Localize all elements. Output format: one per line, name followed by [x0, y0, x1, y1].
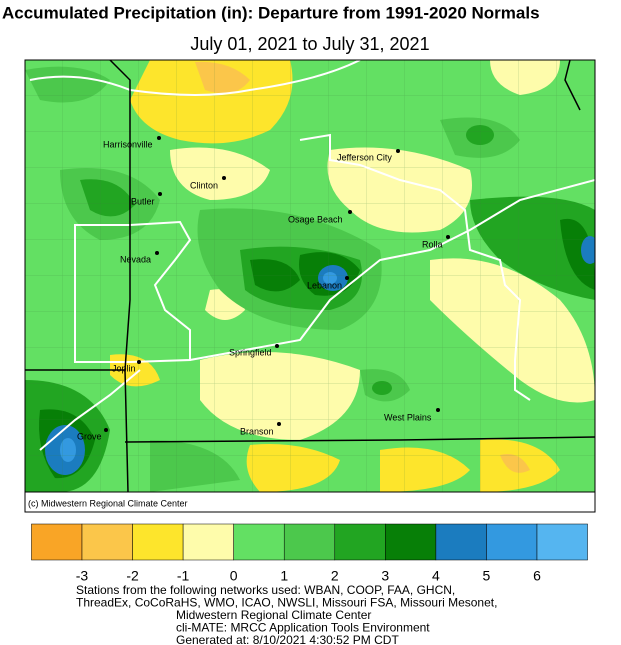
- city-label: Butler: [131, 196, 155, 206]
- legend-tick-label: -2: [126, 568, 139, 584]
- footer-line: Midwestern Regional Climate Center: [176, 608, 371, 622]
- footer-line: Stations from the following networks use…: [76, 583, 455, 597]
- city-label: Osage Beach: [288, 214, 343, 224]
- footer-line: cli-MATE: MRCC Application Tools Environ…: [176, 621, 430, 635]
- legend-tick-label: -1: [177, 568, 190, 584]
- city-label: Jefferson City: [337, 152, 392, 162]
- subtitle: July 01, 2021 to July 31, 2021: [190, 34, 429, 54]
- legend: -3 -2 -1 0 1 2 3 4 5 6: [31, 523, 588, 584]
- city-dots: [104, 136, 450, 432]
- city-label: Grove: [77, 431, 102, 441]
- legend-tick-label: 1: [280, 568, 288, 584]
- legend-swatch: [385, 523, 437, 561]
- legend-swatch: [283, 523, 336, 561]
- legend-swatch: [536, 523, 588, 561]
- city-label: Springfield: [229, 347, 272, 357]
- footer: Stations from the following networks use…: [76, 583, 497, 645]
- city-label: West Plains: [384, 412, 432, 422]
- legend-tick-label: 2: [331, 568, 339, 584]
- legend-swatch: [435, 523, 487, 561]
- legend-tick-label: 6: [533, 568, 541, 584]
- legend-swatch: [334, 523, 386, 561]
- city-label: Branson: [240, 426, 274, 436]
- city-label: Nevada: [120, 254, 151, 264]
- footer-line: Generated at: 8/10/2021 4:30:52 PM CDT: [176, 633, 399, 645]
- legend-swatch: [31, 523, 83, 561]
- legend-tick-label: 0: [230, 568, 238, 584]
- legend-tick-label: -3: [76, 568, 89, 584]
- legend-swatch: [132, 523, 184, 561]
- legend-tick-label: 5: [483, 568, 491, 584]
- legend-swatch: [486, 523, 538, 561]
- city-label: Lebanon: [307, 280, 342, 290]
- legend-tick-label: 4: [432, 568, 440, 584]
- footer-line: ThreadEx, CoCoRaHS, WMO, ICAO, NWSLI, Mi…: [76, 596, 497, 610]
- city-label: Clinton: [190, 180, 218, 190]
- city-label: Rolla: [422, 239, 443, 249]
- legend-swatch: [233, 523, 285, 561]
- title: Accumulated Precipitation (in): Departur…: [2, 3, 540, 22]
- city-label: Joplin: [112, 363, 136, 373]
- legend-swatch: [81, 523, 133, 561]
- city-label: Harrisonville: [103, 139, 153, 149]
- credit: (c) Midwestern Regional Climate Center: [28, 498, 188, 508]
- map: Harrisonville Jefferson City Clinton But…: [25, 60, 595, 492]
- credit-box: [26, 497, 186, 511]
- legend-tick-label: 3: [381, 568, 389, 584]
- legend-swatch: [182, 523, 234, 561]
